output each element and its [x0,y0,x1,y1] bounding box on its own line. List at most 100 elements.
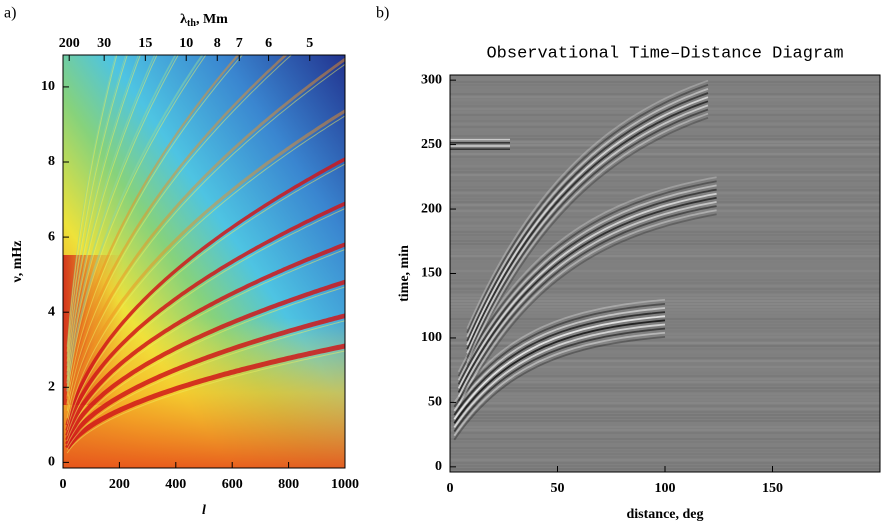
stripe [450,351,880,353]
stripe [450,234,880,236]
x2-tick-label: 8 [214,36,221,51]
stripe [450,162,880,164]
stripe [450,456,880,458]
stripe [450,462,880,464]
stripe [450,273,880,275]
stripe [450,429,880,431]
stripe [450,405,880,407]
ridge [65,279,345,442]
stripe [450,117,880,119]
stripe [450,93,880,95]
stripe [450,423,880,425]
stripe [450,441,880,443]
stripe [450,168,880,170]
x2-tick-label: 6 [265,36,272,51]
stripe [450,384,880,386]
x-tick-label: 150 [762,481,783,496]
stripe [450,142,510,144]
stripe [450,375,880,377]
stripe [450,438,880,440]
wave-front [453,298,666,404]
wave-front [466,100,709,350]
stripe [450,153,880,155]
wave-front [453,319,666,424]
stripe [450,90,880,92]
wave-front [466,79,709,329]
x2-label-symbol: λ [180,12,187,27]
stripe [450,315,880,317]
ridge-gap [66,207,345,436]
x2-tick-label: 10 [179,36,193,51]
stripe [450,291,880,293]
stripe [450,198,880,200]
stripe [450,249,880,251]
stripe [450,360,880,362]
ridge-gap [66,55,158,380]
panel-label: a) [4,5,16,22]
wave-front [466,108,709,358]
stripe [450,300,880,302]
stripe [450,231,880,233]
wave-front [453,327,666,433]
stripe [450,171,880,173]
y-tick-label: 0 [48,455,55,470]
stripe [450,156,880,158]
stripe [450,447,880,449]
ridge [66,55,177,384]
stripe [450,207,880,209]
stripe [450,222,880,224]
x2-axis-label: λth, Mm [180,12,228,29]
ridge-gap [66,350,345,454]
stripe [450,345,880,347]
stripe [450,108,880,110]
stripe [450,240,880,242]
x-tick-label: 1000 [331,477,359,492]
wave-front [453,311,666,416]
ridge [65,57,345,414]
ridge-gap [66,55,244,405]
stripe [450,102,880,104]
y-tick-label: 6 [48,229,55,244]
ridge-gap [66,55,293,412]
stripe [450,306,880,308]
wave-front [457,213,717,410]
x-tick-label: 0 [60,477,67,492]
stripe [450,336,880,338]
stripe [450,177,880,179]
wave-front [453,336,666,441]
stripe [450,210,880,212]
ridge [65,242,345,437]
x2-tick-label: 15 [138,36,152,51]
stripe [450,276,880,278]
stripe [450,414,880,416]
chart-title: Observational Time–Distance Diagram [486,44,843,63]
wave-front [466,96,709,346]
stripe [450,126,880,128]
wave-front [457,205,717,402]
stripe [450,408,880,410]
ridge [66,55,156,375]
stripe [450,402,880,404]
plot-image [450,75,880,472]
wave-front [453,303,666,408]
frame [62,54,346,469]
stripe [450,189,880,191]
ridge-gap [66,55,207,397]
stripe [450,237,880,239]
stripe [450,378,880,380]
ridge [66,55,127,357]
stripe [450,144,880,146]
stripe [450,75,880,77]
stripe [450,228,880,230]
wave-front [453,315,666,420]
x2-label-unit: , Mm [196,12,228,27]
x-tick-label: 0 [447,481,454,496]
x2-tick-label: 30 [97,36,111,51]
stripe [450,216,880,218]
stripe [450,432,880,434]
stripe [450,399,880,401]
ridge [65,343,345,450]
stripe [450,453,880,455]
stripe [450,148,510,150]
wave-front [457,196,717,393]
